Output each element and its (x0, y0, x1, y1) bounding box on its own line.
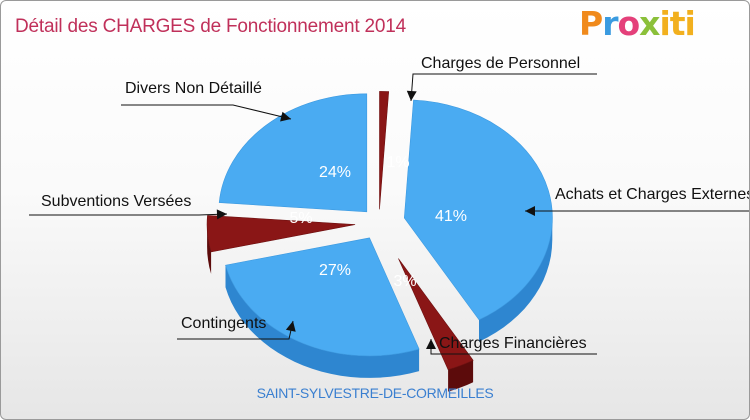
leader-arrow-3 (426, 339, 436, 349)
slice-category-label-3: Charges Financières (439, 335, 587, 352)
slice-pct-label-1: 1% (386, 154, 409, 171)
pie-slice-4 (225, 237, 420, 357)
slice-pct-label-6: 24% (319, 164, 351, 181)
leader-arrow-6 (280, 111, 291, 122)
leader-line-1 (410, 73, 597, 102)
slice-category-label-6: Divers Non Détaillé (125, 80, 262, 97)
proxiti-logo: Proxiti (579, 4, 696, 43)
leader-line-6 (121, 104, 292, 120)
pie-slice-3 (398, 258, 474, 370)
commune-name: SAINT-SYLVESTRE-DE-CORMEILLES (256, 385, 494, 401)
pie-slice-6 (218, 93, 368, 213)
pie-slice-1 (379, 91, 390, 210)
pie-slice-2 (403, 99, 553, 321)
slice-pct-label-2: 41% (435, 208, 467, 225)
leader-arrow-4 (285, 321, 296, 332)
pie-slice-side-3 (448, 360, 474, 392)
slice-category-label-4: Contingents (181, 315, 266, 332)
pie-slice-5 (206, 215, 356, 253)
slice-category-label-1: Charges de Personnel (421, 55, 580, 72)
chart-title: Détail des CHARGES de Fonctionnement 201… (15, 16, 407, 37)
pie-slice-side-2 (479, 217, 553, 342)
slice-category-label-2: Achats et Charges Externes (555, 186, 750, 203)
slice-category-label-5: Subventions Versées (41, 193, 191, 210)
slice-pct-label-4: 27% (319, 262, 351, 279)
pie-slice-side-4 (225, 265, 420, 378)
leader-arrow-5 (216, 209, 227, 220)
slice-pct-label-5: 5% (289, 210, 312, 227)
slice-pct-label-3: 3% (393, 273, 416, 290)
leader-arrow-2 (525, 206, 535, 216)
leader-line-5 (29, 213, 228, 216)
leader-arrow-1 (406, 90, 417, 101)
pie-slice-side-5 (207, 224, 212, 274)
